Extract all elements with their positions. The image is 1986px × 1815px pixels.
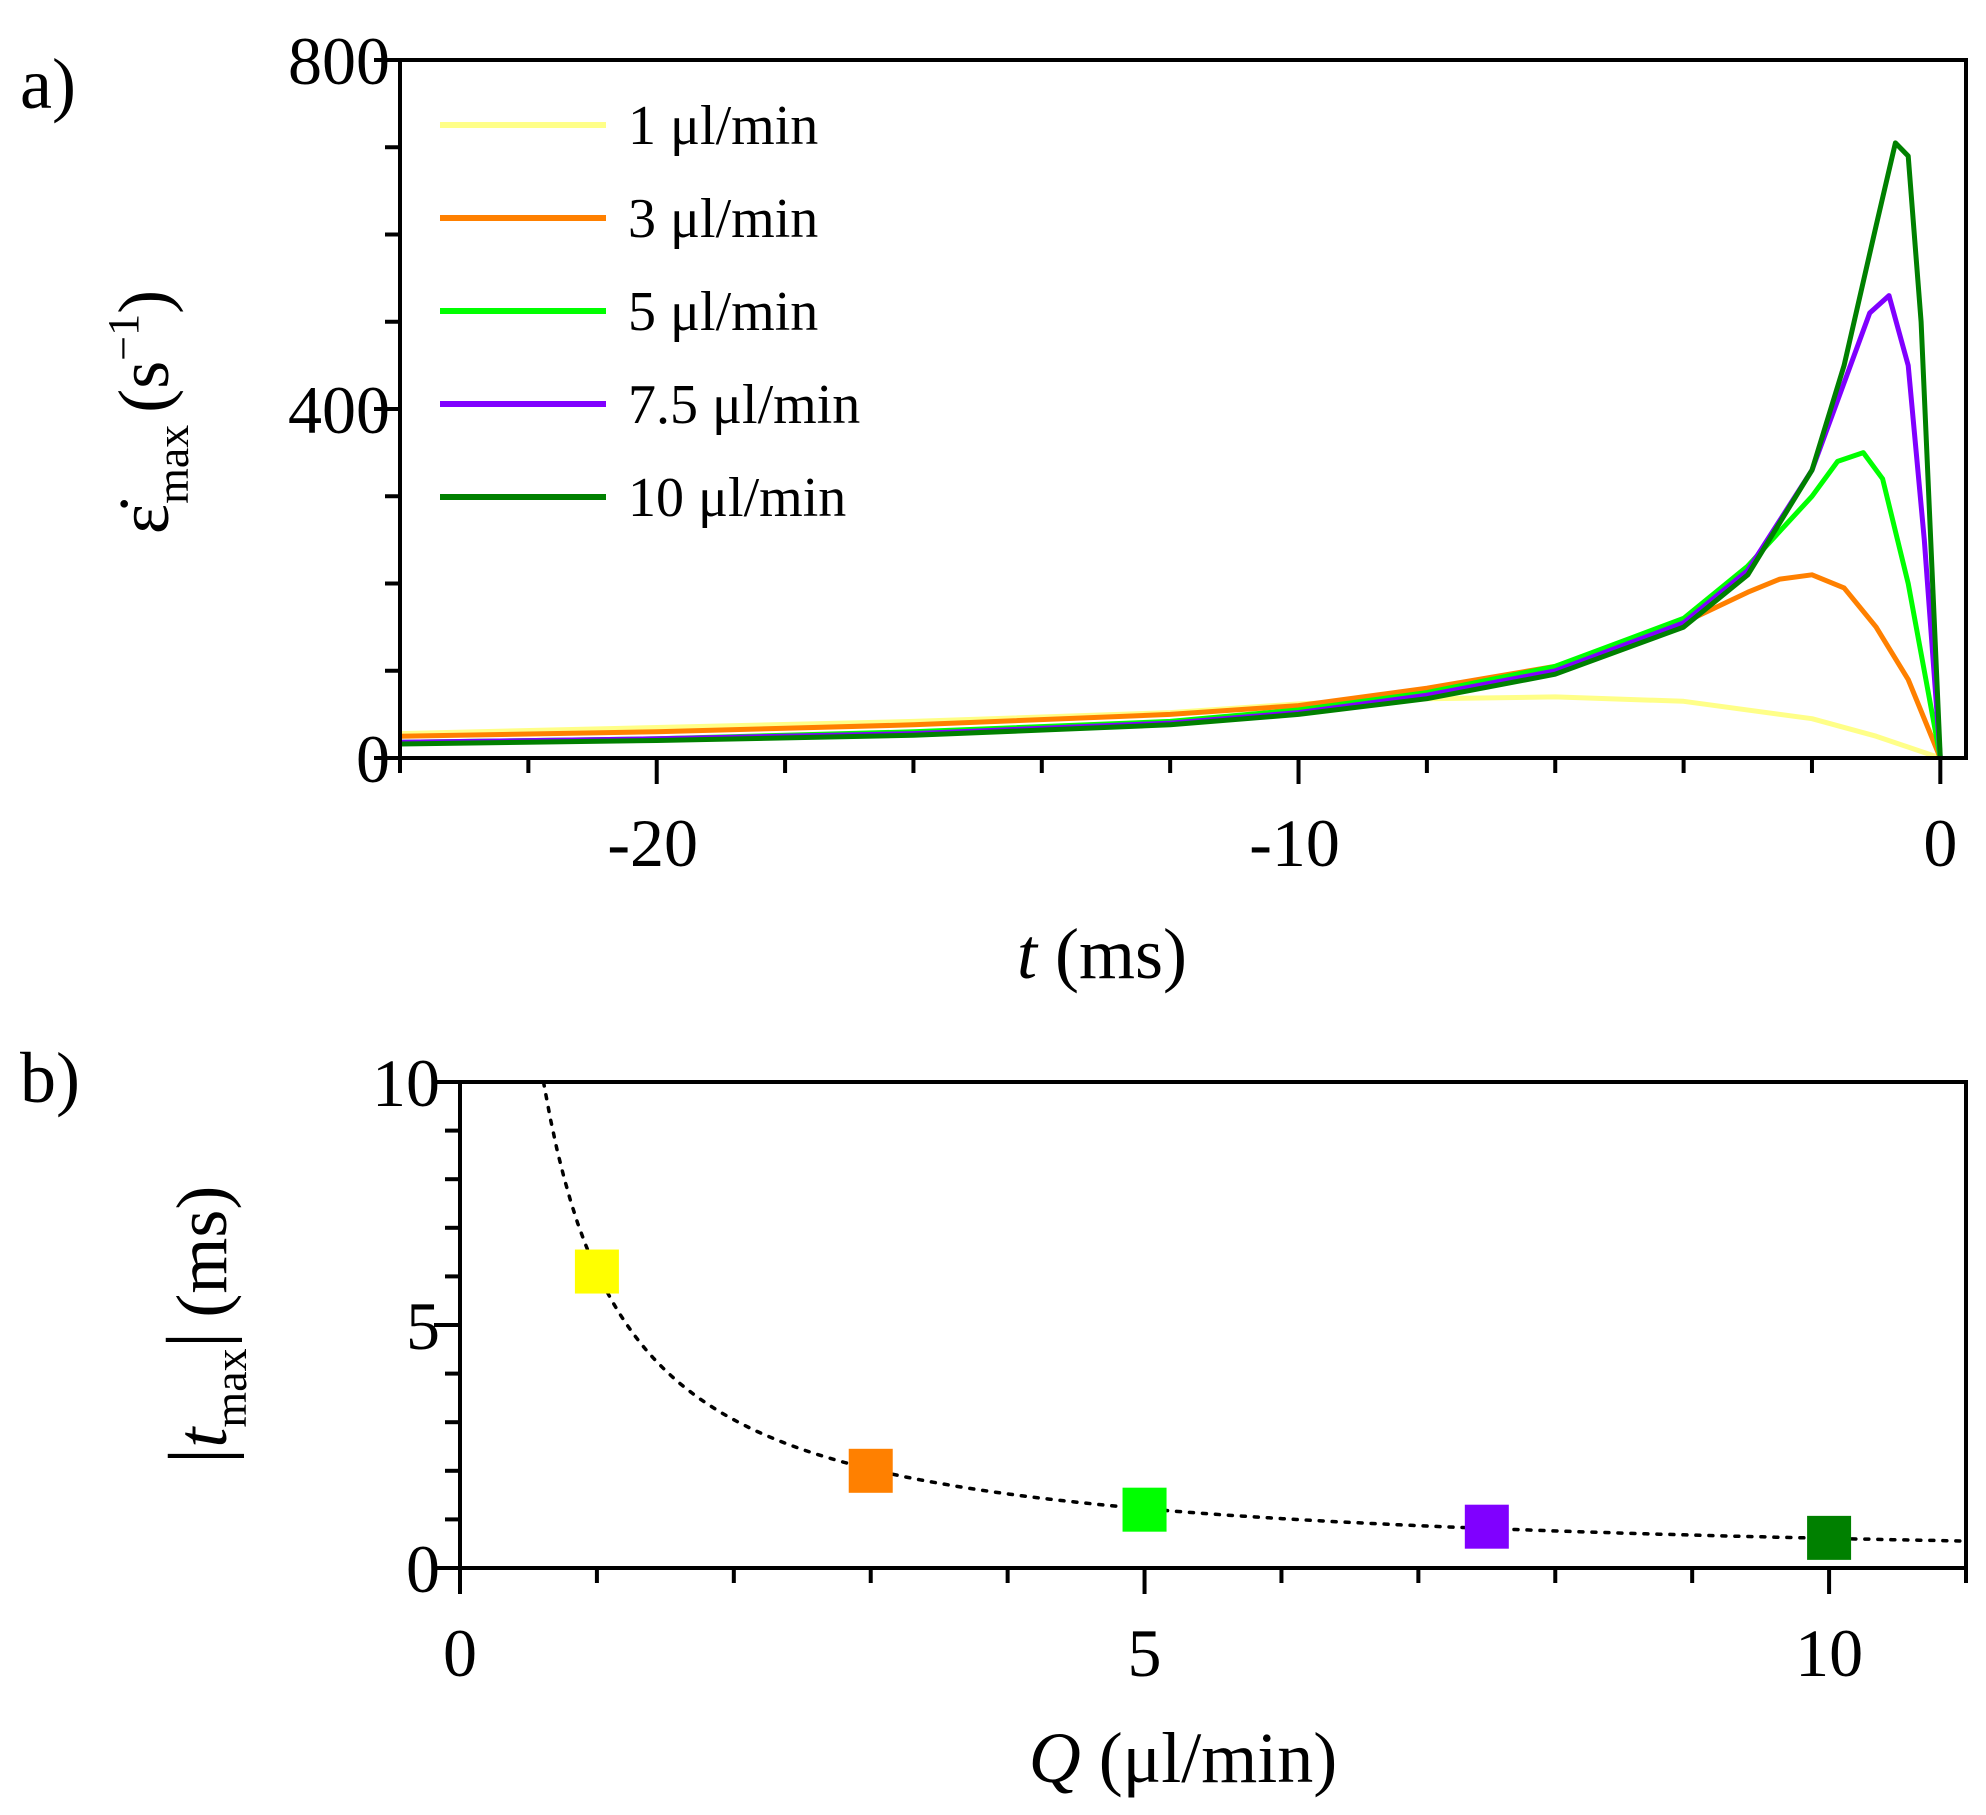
legend-label-3: 3 μl/min (628, 188, 818, 250)
svg-text:|tmax|(ms): |tmax|(ms) (150, 1186, 256, 1465)
data-point-4 (1464, 1504, 1509, 1549)
b-xtick-label-5: 5 (1128, 1615, 1162, 1691)
data-point-1 (574, 1249, 619, 1294)
legend-label-7-5: 7.5 μl/min (628, 374, 860, 436)
panel-b-points (574, 1249, 1852, 1560)
series-line-1 (399, 694, 1942, 761)
data-point-5 (1807, 1515, 1852, 1560)
a-ytick-label-400: 400 (288, 372, 390, 448)
panel-a-label: a) (20, 44, 76, 124)
panel-a-ticks (374, 58, 1943, 784)
panel-b-fit (541, 1080, 1963, 1543)
b-y-axis-title: |tmax|(ms) (150, 1186, 256, 1465)
a-y-axis-title: ε̇max(s−1) (99, 290, 198, 534)
a-x-axis-title: t (ms) (1017, 914, 1187, 994)
a-ytick-label-0: 0 (356, 721, 390, 797)
b-ytick-label-10: 10 (372, 1045, 440, 1121)
series-line-5 (399, 140, 1943, 759)
data-point-2 (848, 1448, 893, 1493)
a-ytick-label-800: 800 (288, 23, 390, 99)
b-xtick-label-0: 0 (443, 1615, 477, 1691)
panel-b-frame (458, 1080, 1968, 1570)
b-x-axis-title: Q (μl/min) (1029, 1718, 1338, 1798)
b-ytick-label-5: 5 (406, 1288, 440, 1364)
legend: 1 μl/min 3 μl/min 5 μl/min 7.5 μl/min 10… (440, 95, 860, 529)
data-point-3 (1122, 1487, 1167, 1532)
panel-a-frame (398, 58, 1968, 760)
b-xtick-label-10: 10 (1795, 1615, 1863, 1691)
panel-b-ticks (434, 1080, 1968, 1594)
a-xtick-label-minus20: -20 (607, 805, 698, 881)
fit-curve (541, 1080, 1963, 1543)
b-ytick-label-0: 0 (406, 1531, 440, 1607)
a-xtick-label-minus10: -10 (1249, 805, 1340, 881)
a-xtick-label-0: 0 (1923, 805, 1957, 881)
panel-a: a) 0 400 800 -20 -10 0 t (ms) ε̇max(s−1) … (20, 23, 1968, 994)
panel-b-label: b) (20, 1038, 80, 1118)
legend-label-1: 1 μl/min (628, 95, 818, 157)
panel-b: b) 0 5 10 0 5 10 Q (μl/min) |tmax|(ms) (20, 1038, 1968, 1798)
legend-label-5: 5 μl/min (628, 281, 818, 343)
legend-label-10: 10 μl/min (628, 467, 846, 529)
panel-a-series (399, 140, 1943, 761)
